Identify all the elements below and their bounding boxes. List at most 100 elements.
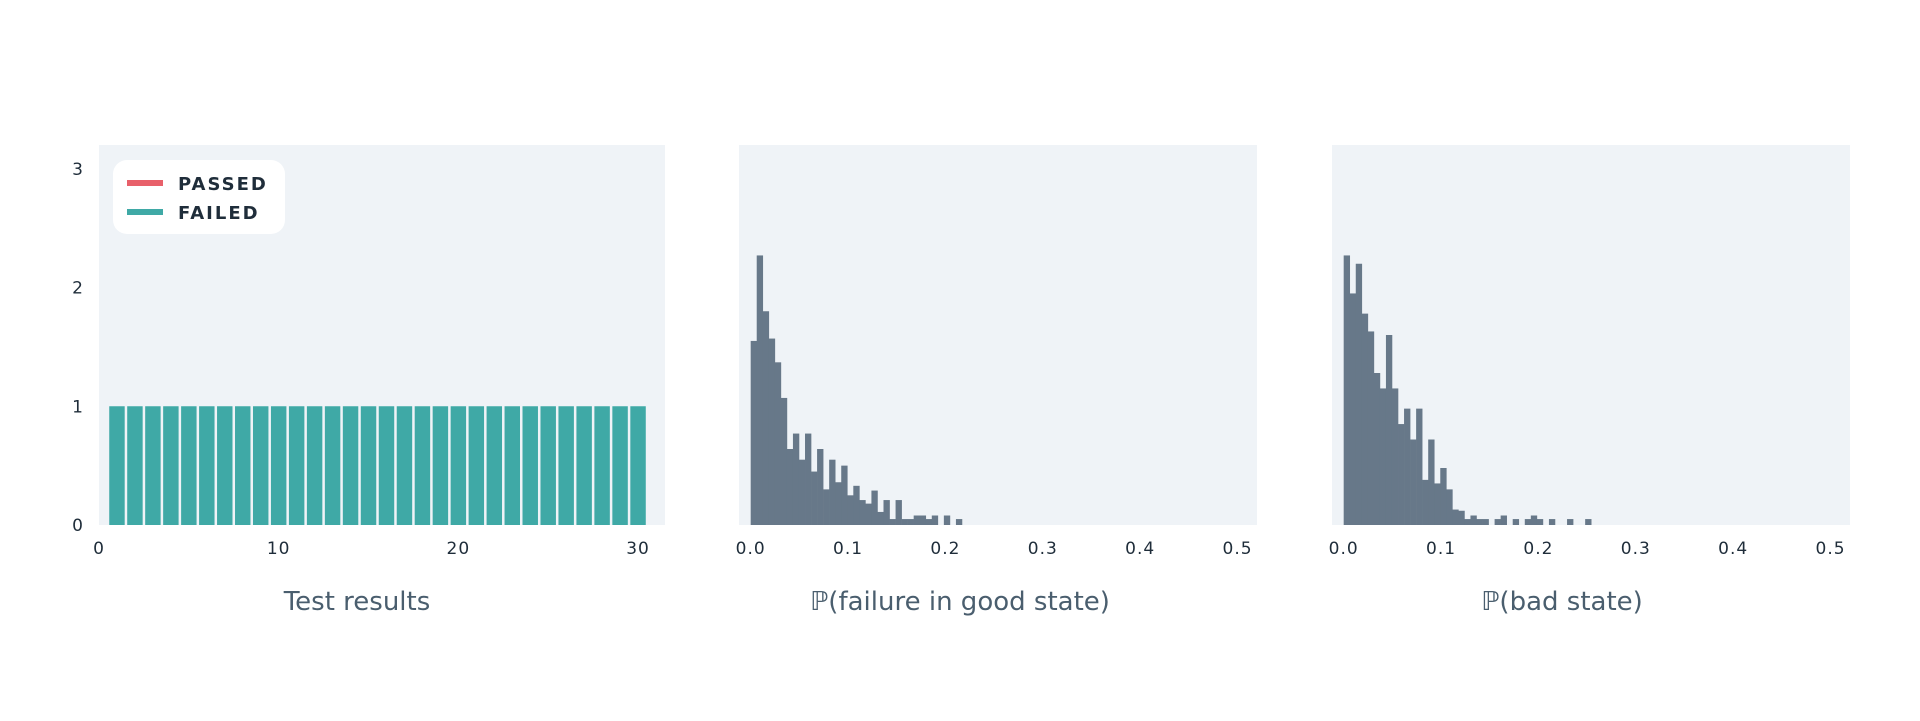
x-tick-label: 30 [626, 539, 650, 559]
histogram-bar [1585, 519, 1592, 525]
histogram-bar [955, 519, 963, 525]
bar-failed [181, 406, 197, 525]
histogram-bar [1470, 515, 1477, 525]
histogram-bar [1512, 519, 1520, 525]
bar-failed [450, 406, 467, 525]
x-tick-label: 10 [267, 539, 291, 559]
x-ticks-failure-in-good-state: 0.0 0.1 0.2 0.3 0.4 0.5 [736, 539, 1253, 559]
histogram-bar [1379, 388, 1387, 525]
bar-failed [199, 406, 215, 525]
histogram-bar [1494, 519, 1501, 525]
histogram-bar [762, 311, 770, 525]
histogram-bar [1446, 489, 1453, 525]
histogram-bar [786, 449, 794, 525]
histogram-bar [835, 482, 842, 525]
histogram-bar [1434, 483, 1441, 525]
y-tick-label: 0 [72, 516, 84, 536]
histogram-bar [1422, 479, 1429, 525]
histogram-bar [1530, 515, 1538, 525]
bar-failed [630, 406, 646, 525]
bar-failed [109, 406, 125, 525]
histogram-bar [841, 465, 848, 525]
bar-failed [360, 406, 377, 525]
histogram-bar [901, 519, 908, 525]
histogram-bar [895, 500, 902, 525]
bar-failed [576, 406, 592, 525]
histogram-bar [1482, 519, 1489, 525]
bar-failed [252, 406, 269, 525]
histogram-bar [1416, 408, 1423, 525]
histogram-bar [1452, 509, 1459, 525]
bar-failed [612, 406, 628, 525]
histogram-bar [943, 515, 951, 525]
histogram-bar [1385, 335, 1393, 525]
x-ticks-test-results: 0 10 20 30 [93, 539, 650, 559]
histogram-bar [913, 515, 921, 525]
histogram-bar [1428, 439, 1435, 525]
panel-failure-in-good-state: 0.0 0.1 0.2 0.3 0.4 0.5 ℙ(failure in good sta… [736, 145, 1257, 617]
x-tick-label: 0.4 [1125, 539, 1155, 559]
bar-failed [432, 406, 449, 525]
x-tick-label: 0.1 [1426, 539, 1456, 559]
histogram-bar [871, 490, 878, 525]
histogram-bar [792, 433, 800, 525]
histogram-bar [798, 459, 806, 525]
histogram-bar [853, 485, 860, 525]
bar-failed [127, 406, 143, 525]
x-tick-label: 0.0 [736, 539, 766, 559]
bars-bad-state [1343, 255, 1592, 525]
histogram-bar [1464, 519, 1471, 525]
histogram-bar [907, 519, 914, 525]
legend-label-passed: PASSED [178, 174, 268, 195]
bar-failed [378, 406, 395, 525]
bar-failed [522, 406, 538, 525]
histogram-bar [780, 397, 788, 525]
histogram-bar [859, 500, 866, 525]
y-tick-label: 2 [72, 279, 84, 299]
x-tick-label: 0 [93, 539, 105, 559]
histogram-bar [1349, 293, 1357, 525]
bar-failed [235, 406, 251, 525]
histogram-bar [805, 433, 812, 525]
x-tick-label: 0.5 [1223, 539, 1253, 559]
histogram-bar [889, 519, 896, 525]
bar-failed [270, 406, 287, 525]
histogram-bar [811, 471, 818, 525]
bar-failed [324, 406, 341, 525]
legend-label-failed: FAILED [178, 203, 260, 224]
histogram-bar [1355, 263, 1363, 525]
histogram-bar [1548, 519, 1556, 525]
histogram-bar [1410, 439, 1417, 525]
x-tick-label: 0.5 [1816, 539, 1846, 559]
panel-bad-state: 0.0 0.1 0.2 0.3 0.4 0.5 ℙ(bad state) [1329, 145, 1850, 617]
bar-failed [504, 406, 520, 525]
bar-failed [145, 406, 161, 525]
legend-box [113, 160, 285, 234]
x-axis-label-bad-state: ℙ(bad state) [1481, 587, 1643, 617]
histogram-bar [817, 449, 824, 525]
bar-failed [306, 406, 323, 525]
bar-failed [468, 406, 485, 525]
bars-test-results [109, 406, 646, 525]
y-ticks-test-results: 0 1 2 3 [72, 160, 84, 536]
bar-failed [342, 406, 359, 525]
bar-failed [414, 406, 431, 525]
histogram-bar [1536, 519, 1544, 525]
histogram-bar [750, 340, 758, 525]
bar-failed [163, 406, 179, 525]
bar-failed [540, 406, 556, 525]
bar-failed [288, 406, 305, 525]
bar-failed [217, 406, 233, 525]
histogram-bar [883, 500, 890, 525]
legend: PASSED FAILED [113, 160, 285, 234]
histogram-bar [1391, 388, 1399, 525]
x-tick-label: 0.4 [1718, 539, 1748, 559]
histogram-bar [847, 495, 854, 525]
x-tick-label: 20 [447, 539, 471, 559]
y-tick-label: 1 [72, 397, 84, 417]
histogram-bar [756, 255, 764, 525]
histogram-bar [1367, 331, 1375, 525]
histogram-bar [865, 503, 872, 525]
histogram-bar [1524, 519, 1532, 525]
